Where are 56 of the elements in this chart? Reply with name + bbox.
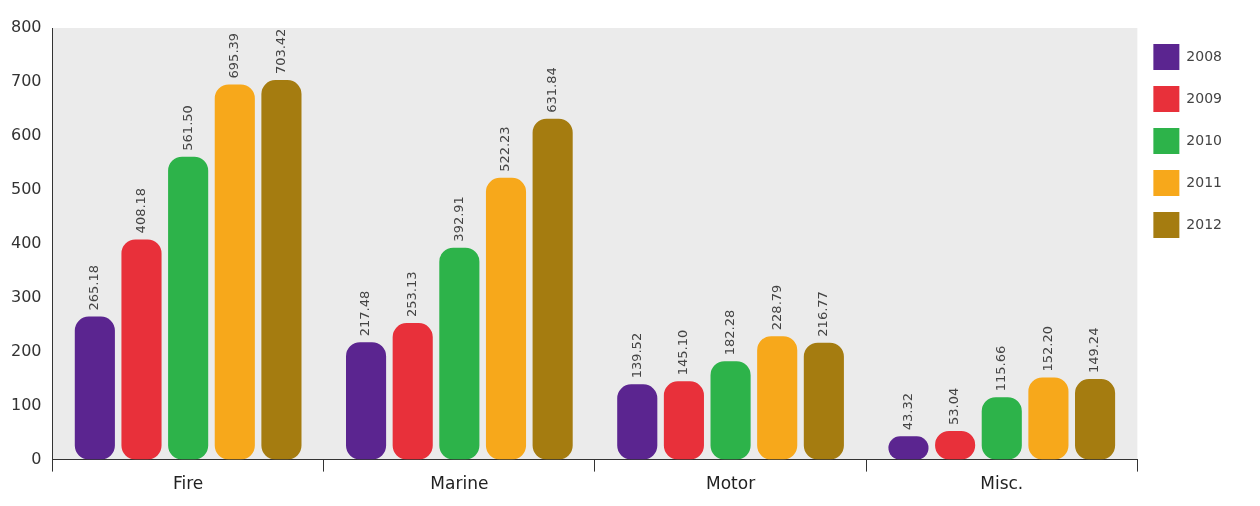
bar: [663, 381, 704, 460]
bar: [392, 323, 433, 460]
y-tick-label: 500: [10, 179, 42, 199]
bar: [803, 342, 844, 460]
y-tick-label: 700: [10, 71, 42, 91]
legend-label: 2011: [1186, 173, 1223, 190]
y-tick-label: 300: [10, 286, 42, 306]
y-tick-label: 600: [10, 125, 42, 145]
bar: [168, 156, 209, 460]
bar: [1075, 379, 1116, 460]
legend-label: 2008: [1186, 47, 1223, 64]
legend-label: 2010: [1186, 131, 1223, 148]
legend-label: 2012: [1186, 215, 1223, 232]
bar: [439, 247, 480, 460]
bar: [74, 316, 115, 460]
data-label: 631.84: [544, 67, 560, 113]
bar: [214, 84, 255, 460]
data-label: 145.10: [675, 329, 691, 376]
data-label: 408.18: [132, 187, 148, 234]
x-tick-label: Marine: [430, 473, 489, 494]
data-label: 43.32: [899, 393, 915, 431]
data-label: 182.28: [721, 309, 737, 356]
x-tick-label: Misc.: [980, 473, 1024, 494]
bar: [261, 80, 302, 460]
x-tick-label: Motor: [706, 473, 756, 494]
data-label: 703.42: [272, 28, 288, 75]
bar: [981, 397, 1022, 460]
bar: [346, 342, 387, 460]
data-label: 228.79: [768, 284, 784, 331]
data-label: 265.18: [86, 265, 102, 311]
x-tick-label: Fire: [172, 473, 204, 494]
y-tick-label: 400: [10, 232, 42, 252]
bar: [1028, 377, 1069, 460]
data-label: 522.23: [497, 126, 513, 172]
data-label: 392.91: [450, 196, 466, 242]
data-label: 53.04: [946, 387, 962, 425]
data-label: 561.50: [179, 105, 195, 151]
bar: [485, 177, 527, 460]
bar: [121, 239, 162, 460]
y-tick-label: 0: [31, 448, 42, 468]
bar: [757, 336, 798, 460]
data-label: 695.39: [226, 32, 242, 79]
data-label: 216.77: [815, 291, 831, 337]
y-tick-label: 100: [10, 394, 42, 414]
y-tick-label: 800: [10, 17, 42, 37]
bar: [710, 361, 751, 460]
bar: [532, 118, 573, 460]
data-label: 149.24: [1086, 327, 1102, 374]
data-label: 115.66: [993, 345, 1009, 392]
y-tick-label: 200: [10, 340, 42, 360]
bar: [617, 384, 658, 460]
legend-label: 2009: [1186, 89, 1223, 106]
data-label: 217.48: [357, 290, 373, 337]
data-label: 152.20: [1039, 325, 1055, 372]
data-label: 253.13: [404, 271, 420, 318]
data-label: 139.52: [628, 332, 644, 379]
